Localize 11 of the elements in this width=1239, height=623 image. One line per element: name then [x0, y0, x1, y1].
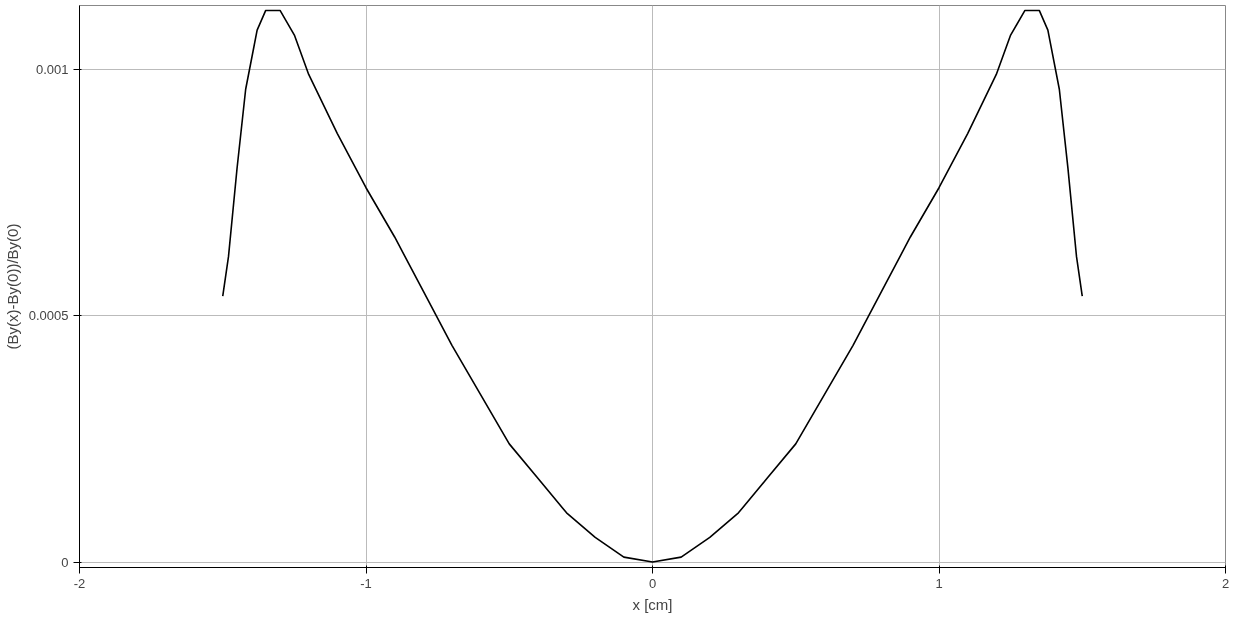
x-tick-label: -2: [73, 575, 86, 591]
y-axis-title: (By(x)-By(0))/By(0): [3, 223, 21, 350]
y-tick-label: 0.0005: [28, 308, 69, 324]
x-axis-title: x [cm]: [632, 595, 673, 613]
x-tick-label: -1: [360, 575, 372, 591]
line-series: [221, 9, 1084, 563]
y-tick-label: 0.001: [35, 62, 69, 78]
x-tick-label: 2: [1221, 575, 1230, 591]
x-tick-label: 1: [935, 575, 943, 591]
x-tick-label: 0: [648, 575, 657, 591]
y-tick-label: 0: [61, 554, 69, 570]
